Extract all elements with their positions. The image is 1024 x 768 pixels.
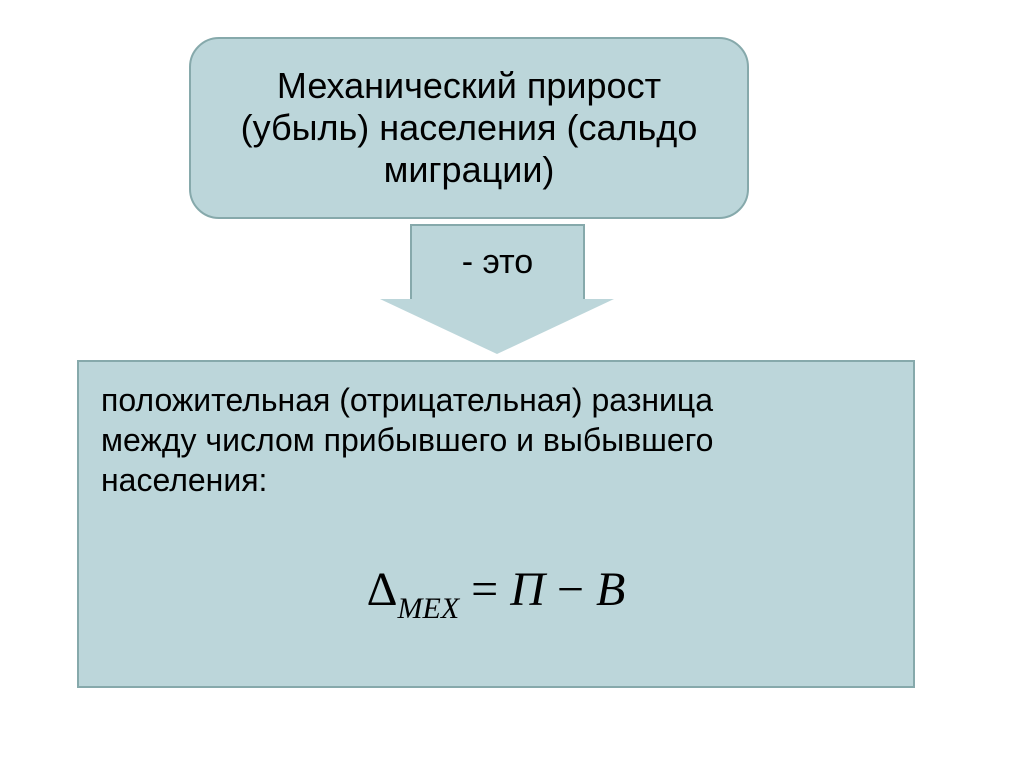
arrow-connector: - это bbox=[380, 224, 615, 354]
formula-equals: = bbox=[459, 563, 510, 616]
formula-minus: − bbox=[545, 563, 596, 616]
formula: ΔМЕХ = П − В bbox=[101, 562, 891, 624]
definition-line-3: населения: bbox=[101, 462, 267, 498]
arrow-head-icon bbox=[380, 299, 614, 354]
formula-subscript: МЕХ bbox=[398, 592, 460, 625]
definition-line-2: между числом прибывшего и выбывшего bbox=[101, 422, 713, 458]
title-line-2: (убыль) населения (сальдо bbox=[241, 107, 698, 148]
arrow-body: - это bbox=[410, 224, 585, 299]
definition-text: положительная (отрицательная) разница ме… bbox=[101, 380, 891, 500]
title-line-1: Механический прирост bbox=[277, 65, 661, 106]
formula-delta: Δ bbox=[367, 563, 398, 616]
title-box: Механический прирост (убыль) населения (… bbox=[189, 37, 749, 219]
formula-v: В bbox=[596, 563, 625, 616]
formula-p: П bbox=[510, 563, 545, 616]
definition-line-1: положительная (отрицательная) разница bbox=[101, 382, 713, 418]
arrow-label: - это bbox=[462, 243, 533, 282]
slide-canvas: Механический прирост (убыль) населения (… bbox=[0, 0, 1024, 768]
title-line-3: миграции) bbox=[384, 149, 555, 190]
definition-box: положительная (отрицательная) разница ме… bbox=[77, 360, 915, 688]
